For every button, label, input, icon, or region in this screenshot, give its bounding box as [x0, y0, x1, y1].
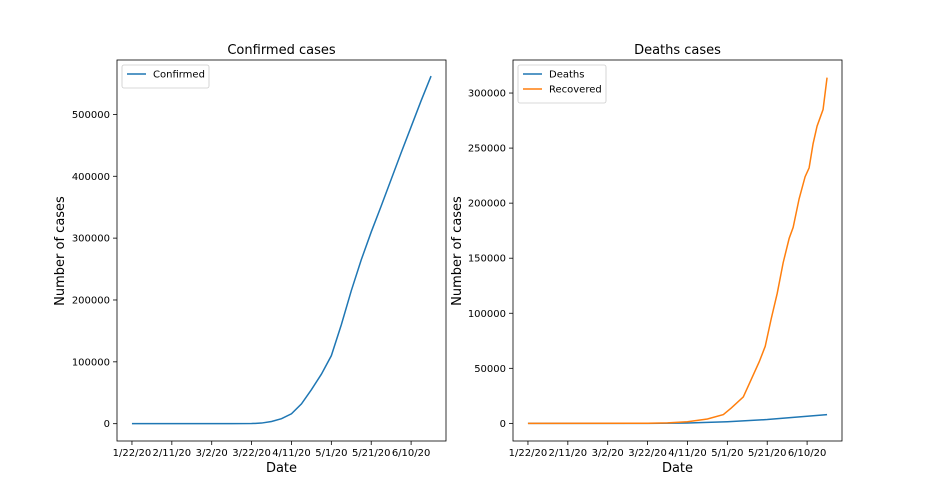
legend-label: Confirmed — [153, 70, 205, 81]
series-line-recovered — [527, 77, 828, 425]
y-axis-label: Number of cases — [53, 196, 68, 306]
y-tick-label: 300000 — [468, 89, 506, 100]
x-tick-label: 3/2/20 — [196, 448, 228, 459]
y-tick-label: 400000 — [72, 172, 110, 183]
plot-frame — [512, 59, 843, 442]
x-tick-label: 5/1/20 — [711, 448, 743, 459]
y-tick-label: 0 — [500, 419, 506, 430]
y-tick-label: 0 — [104, 419, 110, 430]
x-tick-label: 6/10/20 — [392, 448, 431, 459]
x-tick-label: 4/11/20 — [272, 448, 311, 459]
legend-label: Recovered — [549, 85, 602, 96]
y-tick-label: 200000 — [468, 199, 506, 210]
y-tick-label: 50000 — [474, 364, 506, 375]
plot-frame — [116, 59, 447, 442]
legend-box — [121, 64, 210, 89]
x-tick-label: 1/22/20 — [113, 448, 152, 459]
y-tick-label: 250000 — [468, 144, 506, 155]
x-tick-label: 2/11/20 — [153, 448, 192, 459]
confirmed-chart-panel: Confirmed cases Date Number of cases 1/2… — [53, 43, 447, 476]
y-tick-label: 100000 — [72, 357, 110, 368]
y-axis-label: Number of cases — [450, 196, 465, 306]
y-tick-label: 500000 — [72, 110, 110, 121]
x-axis-label: Date — [266, 461, 297, 476]
y-tick-label: 150000 — [468, 254, 506, 265]
x-tick-label: 1/22/20 — [509, 448, 548, 459]
x-tick-label: 2/11/20 — [549, 448, 588, 459]
x-tick-label: 5/1/20 — [315, 448, 347, 459]
x-tick-label: 5/21/20 — [748, 448, 787, 459]
y-tick-label: 100000 — [468, 309, 506, 320]
x-tick-label: 6/10/20 — [788, 448, 827, 459]
y-tick-label: 200000 — [72, 295, 110, 306]
legend-label: Deaths — [549, 70, 584, 81]
x-tick-label: 5/21/20 — [352, 448, 391, 459]
x-tick-label: 4/11/20 — [668, 448, 707, 459]
x-tick-label: 3/22/20 — [232, 448, 271, 459]
series-line-confirmed — [131, 75, 432, 425]
x-tick-label: 3/22/20 — [628, 448, 667, 459]
x-axis-label: Date — [662, 461, 693, 476]
deaths-chart-panel: Deaths cases Date Number of cases 1/22/2… — [450, 43, 843, 476]
x-tick-label: 3/2/20 — [592, 448, 624, 459]
y-tick-label: 300000 — [72, 234, 110, 245]
chart-title: Confirmed cases — [227, 43, 336, 58]
chart-title: Deaths cases — [634, 43, 721, 58]
